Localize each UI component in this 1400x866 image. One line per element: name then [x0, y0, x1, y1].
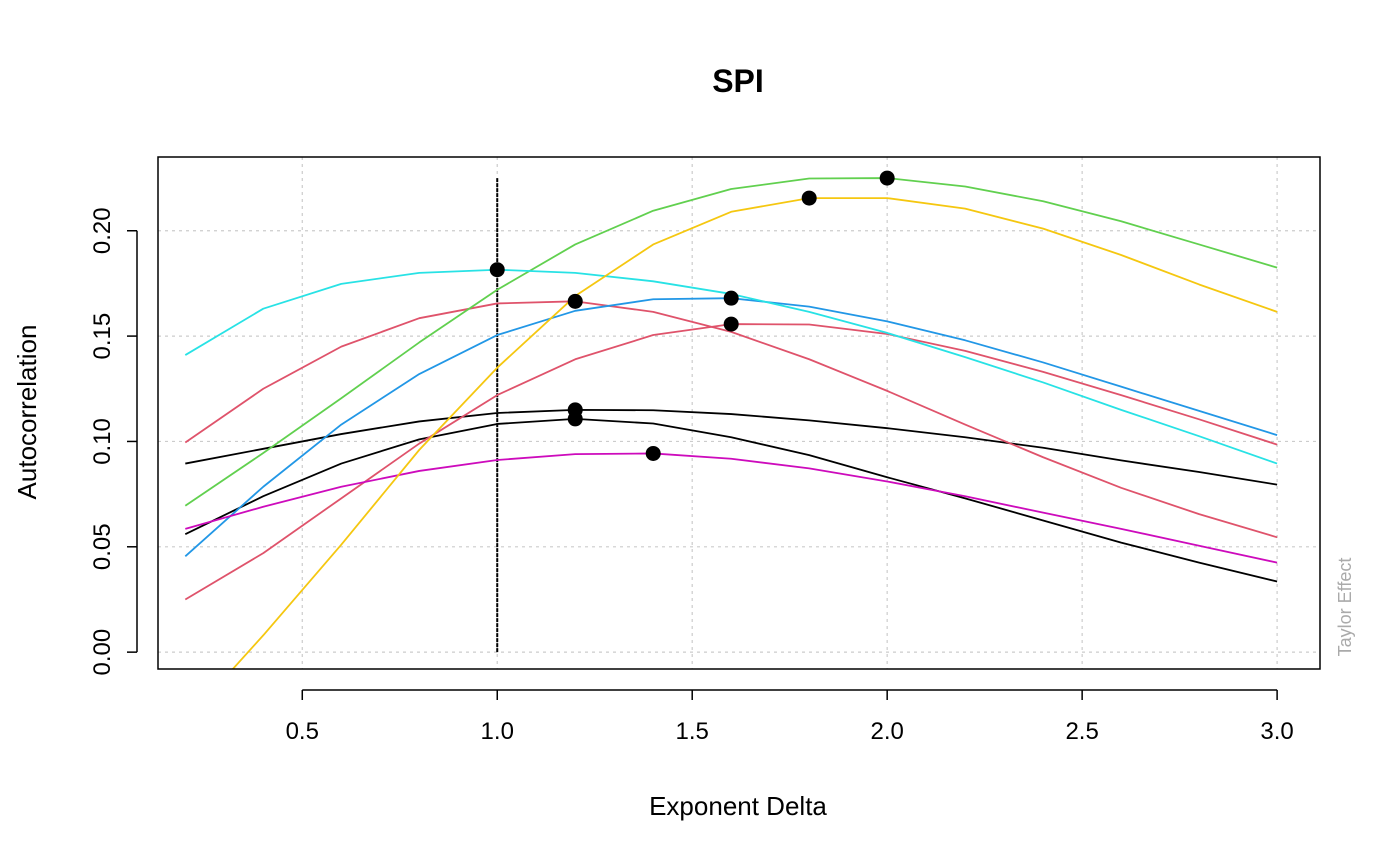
max-point-marker — [723, 290, 739, 306]
grid — [158, 157, 1320, 669]
y-tick-label: 0.05 — [89, 523, 116, 570]
y-axis-label: Autocorrelation — [12, 325, 42, 500]
max-markers-group — [489, 170, 895, 461]
series-line — [184, 177, 1278, 507]
series-line — [184, 417, 1278, 583]
x-axis: 0.5 1.0 1.5 2.0 2.5 3.0 — [286, 689, 1294, 745]
x-axis-label: Exponent Delta — [649, 791, 827, 821]
series-line — [231, 197, 1278, 669]
side-note-label: Taylor Effect — [1335, 558, 1355, 657]
x-tick-label: 1.0 — [481, 718, 514, 745]
series-line — [185, 452, 1278, 564]
x-tick-label: 2.0 — [870, 718, 903, 745]
y-tick-label: 0.10 — [89, 418, 116, 465]
max-point-marker — [567, 411, 583, 427]
y-tick-label: 0.00 — [89, 629, 116, 676]
series-line — [184, 300, 1278, 539]
plot-frame — [157, 156, 1321, 670]
series-line — [185, 408, 1278, 486]
series-group — [184, 177, 1278, 669]
chart-title: SPI — [712, 63, 764, 99]
y-axis: 0.00 0.05 0.10 0.15 0.20 — [89, 207, 138, 676]
max-point-marker — [801, 190, 817, 206]
max-point-marker — [567, 293, 583, 309]
y-tick-label: 0.15 — [89, 313, 116, 360]
max-point-marker — [879, 170, 895, 186]
x-tick-label: 2.5 — [1065, 718, 1098, 745]
x-tick-label: 3.0 — [1260, 718, 1293, 745]
y-tick-label: 0.20 — [89, 207, 116, 254]
max-point-marker — [723, 316, 739, 332]
max-point-marker — [645, 445, 661, 461]
x-tick-label: 1.5 — [676, 718, 709, 745]
series-line — [184, 297, 1278, 557]
max-point-marker — [489, 262, 505, 278]
x-tick-label: 0.5 — [286, 718, 319, 745]
